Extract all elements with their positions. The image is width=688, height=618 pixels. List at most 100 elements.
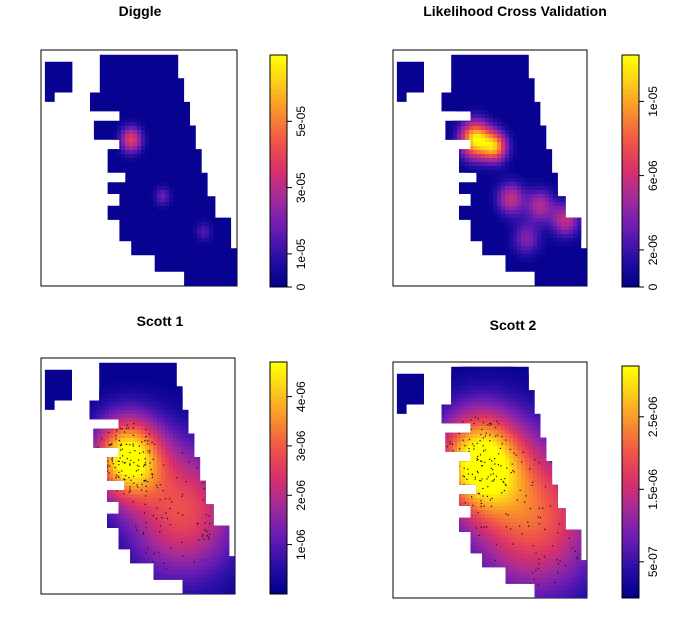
intensity-cell (133, 154, 138, 159)
intensity-cell (81, 474, 86, 479)
intensity-cell (121, 438, 126, 443)
intensity-cell (489, 502, 494, 507)
intensity-cell (141, 494, 146, 499)
intensity-cell (489, 114, 494, 119)
intensity-cell (497, 522, 502, 527)
intensity-cell (77, 482, 82, 487)
intensity-cell (465, 498, 470, 503)
intensity-cell (413, 482, 418, 487)
intensity-cell (481, 458, 486, 463)
intensity-cell (489, 414, 494, 419)
intensity-cell (137, 482, 142, 487)
intensity-cell (201, 566, 206, 571)
intensity-cell (545, 490, 550, 495)
intensity-cell (197, 566, 202, 571)
intensity-cell (505, 234, 510, 239)
intensity-cell (501, 150, 506, 155)
intensity-cell (101, 570, 106, 575)
colorbar-swatch (622, 174, 639, 180)
intensity-cell (469, 158, 474, 163)
event-point (143, 512, 146, 514)
intensity-cell (409, 514, 414, 519)
intensity-cell (525, 506, 530, 511)
intensity-cell (189, 510, 194, 515)
intensity-cell (105, 530, 110, 535)
intensity-cell (121, 402, 126, 407)
intensity-cell (553, 482, 558, 487)
intensity-cell (509, 194, 514, 199)
intensity-cell (189, 574, 194, 579)
intensity-cell (77, 410, 82, 415)
intensity-cell (477, 526, 482, 531)
intensity-cell (153, 426, 158, 431)
intensity-cell (133, 390, 138, 395)
intensity-cell (101, 430, 106, 435)
intensity-cell (553, 446, 558, 451)
colorbar-swatch (270, 512, 287, 518)
intensity-cell (465, 390, 470, 395)
intensity-cell (201, 442, 206, 447)
intensity-cell (69, 454, 74, 459)
intensity-cell (109, 514, 114, 519)
intensity-cell (489, 142, 494, 147)
intensity-cell (489, 198, 494, 203)
intensity-cell (561, 434, 566, 439)
intensity-cell (105, 534, 110, 539)
intensity-cell (185, 570, 190, 575)
intensity-cell (113, 394, 118, 399)
intensity-cell (213, 446, 218, 451)
intensity-cell (205, 426, 210, 431)
event-point (209, 522, 211, 525)
intensity-cell (421, 398, 426, 403)
intensity-cell (553, 506, 558, 511)
intensity-cell (205, 478, 210, 483)
colorbar-swatch (270, 209, 287, 215)
intensity-cell (509, 366, 514, 371)
intensity-cell (149, 450, 154, 455)
intensity-cell (217, 546, 222, 551)
intensity-cell (185, 510, 190, 515)
intensity-cell (101, 510, 106, 515)
intensity-cell (505, 410, 510, 415)
intensity-cell (489, 402, 494, 407)
intensity-cell (437, 506, 442, 511)
intensity-cell (117, 126, 122, 131)
intensity-cell (409, 474, 414, 479)
intensity-cell (545, 510, 550, 515)
intensity-cell (117, 418, 122, 423)
event-point (169, 507, 171, 510)
intensity-cell (233, 578, 236, 583)
intensity-cell (501, 406, 506, 411)
intensity-cell (89, 402, 94, 407)
intensity-cell (137, 430, 142, 435)
intensity-cell (157, 398, 162, 403)
intensity-cell (213, 430, 218, 435)
intensity-cell (577, 486, 582, 491)
intensity-cell (505, 226, 510, 231)
intensity-cell (161, 202, 166, 207)
intensity-cell (545, 470, 550, 475)
intensity-cell (97, 410, 102, 415)
intensity-cell (101, 458, 106, 463)
colorbar-swatch (270, 435, 287, 440)
intensity-cell (537, 410, 542, 415)
intensity-cell (453, 370, 458, 375)
intensity-cell (569, 230, 574, 235)
intensity-cell (577, 430, 582, 435)
intensity-cell (157, 554, 162, 559)
intensity-cell (213, 542, 218, 547)
intensity-cell (485, 410, 490, 415)
intensity-cell (193, 514, 198, 519)
intensity-cell (533, 462, 538, 467)
intensity-cell (177, 398, 182, 403)
intensity-cell (157, 446, 162, 451)
colorbar-swatch (622, 201, 639, 207)
intensity-cell (565, 210, 570, 215)
intensity-cell (165, 514, 170, 519)
intensity-cell (225, 542, 230, 547)
intensity-cell (201, 518, 206, 523)
intensity-cell (557, 198, 562, 203)
colorbar-swatch (622, 205, 639, 211)
intensity-cell (457, 434, 462, 439)
intensity-cell (425, 418, 430, 423)
